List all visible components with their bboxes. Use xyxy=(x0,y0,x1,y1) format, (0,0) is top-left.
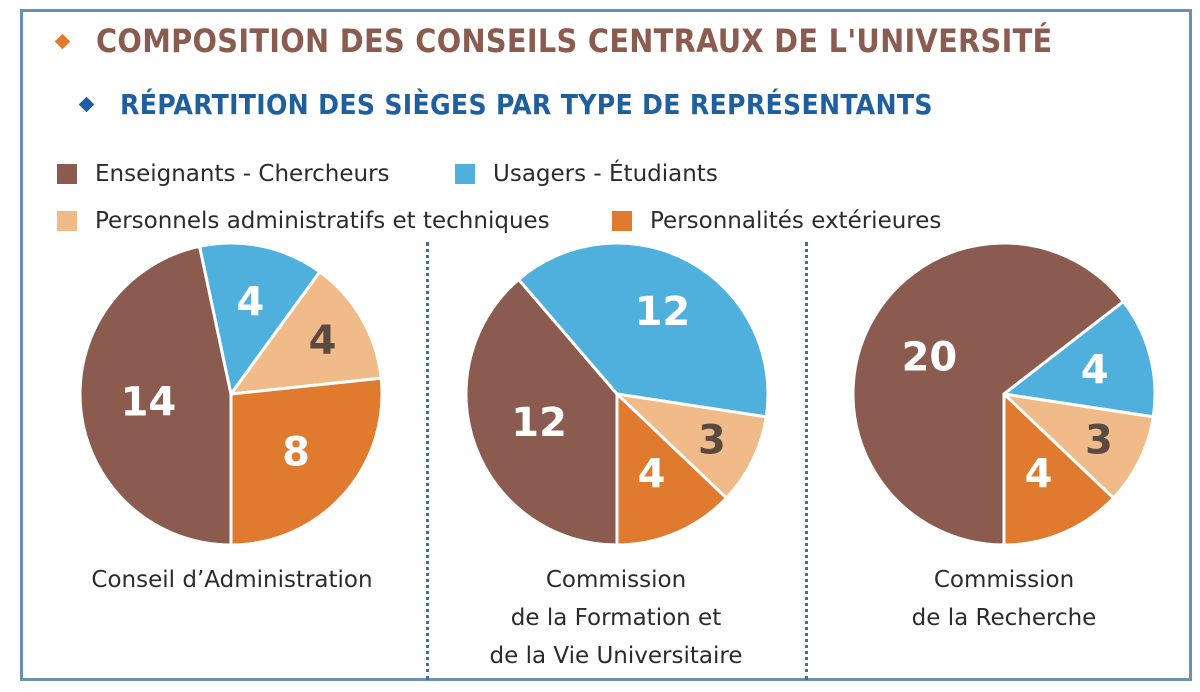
legend-item-personnalites: Personnalités extérieures xyxy=(612,208,941,234)
pie-value-label-usagers: 4 xyxy=(1081,348,1109,394)
pie-slice-enseignants xyxy=(464,277,619,547)
legend-label-personnalites: Personnalités extérieures xyxy=(650,208,942,234)
caption-conseil-administration: Conseil d’Administration xyxy=(52,561,412,599)
pie-value-label-personnels: 3 xyxy=(698,418,726,464)
legend-swatch-personnalites xyxy=(612,211,632,231)
pie-slice-usagers xyxy=(198,241,322,396)
main-title: COMPOSITION DES CONSEILS CENTRAUX DE L'U… xyxy=(54,22,1053,60)
subtitle-text: RÉPARTITION DES SIÈGES PAR TYPE DE REPRÉ… xyxy=(120,88,933,121)
pie-slice-personnalites xyxy=(1002,392,1115,547)
pie-value-label-usagers: 4 xyxy=(237,279,265,325)
divider-right xyxy=(805,242,808,680)
caption-line: Conseil d’Administration xyxy=(91,567,373,593)
pie-value-label-personnalites: 4 xyxy=(1025,451,1053,497)
caption-line: Commission xyxy=(933,567,1075,593)
pie-slice-usagers xyxy=(1002,300,1157,419)
pie-value-label-personnels: 4 xyxy=(309,318,337,364)
pie-chart-1: 14 44 8 xyxy=(78,241,384,547)
legend-swatch-enseignants xyxy=(57,164,77,184)
legend-swatch-personnels xyxy=(57,211,77,231)
pie-slice-personnalites xyxy=(615,392,728,547)
pie-slice-personnalites xyxy=(229,376,384,547)
pie-slice-usagers xyxy=(517,241,770,419)
legend-item-personnels: Personnels administratifs et techniques xyxy=(57,208,550,234)
pie-value-label-enseignants: 14 xyxy=(121,380,177,426)
pie-value-label-enseignants: 12 xyxy=(511,400,567,446)
caption-line: de la Recherche xyxy=(911,605,1097,631)
legend-label-enseignants: Enseignants - Chercheurs xyxy=(95,161,390,187)
pie-slice-personnels xyxy=(615,392,768,500)
caption-commission-formation: Commission de la Formation et de la Vie … xyxy=(436,561,796,675)
caption-line: de la Vie Universitaire xyxy=(489,643,743,669)
subtitle: RÉPARTITION DES SIÈGES PAR TYPE DE REPRÉ… xyxy=(78,88,933,121)
pie-value-label-personnalites: 8 xyxy=(282,430,310,476)
legend-item-enseignants: Enseignants - Chercheurs xyxy=(57,161,390,187)
main-title-text: COMPOSITION DES CONSEILS CENTRAUX DE L'U… xyxy=(96,22,1053,60)
legend-swatch-usagers xyxy=(455,164,475,184)
pie-slice-personnels xyxy=(1002,392,1155,500)
pie-value-label-personnels: 3 xyxy=(1085,418,1113,464)
legend-label-personnels: Personnels administratifs et techniques xyxy=(95,208,550,234)
caption-line: Commission xyxy=(545,567,687,593)
legend-label-usagers: Usagers - Étudiants xyxy=(493,161,718,187)
caption-line: de la Formation et xyxy=(510,605,722,631)
pie-slice-enseignants xyxy=(851,241,1125,547)
pie-slice-enseignants xyxy=(78,244,233,547)
pie-chart-3: 20 434 xyxy=(851,241,1157,547)
pie-value-label-usagers: 12 xyxy=(635,289,691,335)
pie-chart-2: 12 12 34 xyxy=(464,241,770,547)
pie-value-label-enseignants: 20 xyxy=(902,334,958,380)
legend-item-usagers: Usagers - Étudiants xyxy=(455,161,718,187)
pie-slice-personnels xyxy=(229,270,383,396)
caption-commission-recherche: Commission de la Recherche xyxy=(824,561,1184,637)
pie-value-label-personnalites: 4 xyxy=(638,451,666,497)
divider-left xyxy=(426,242,429,680)
